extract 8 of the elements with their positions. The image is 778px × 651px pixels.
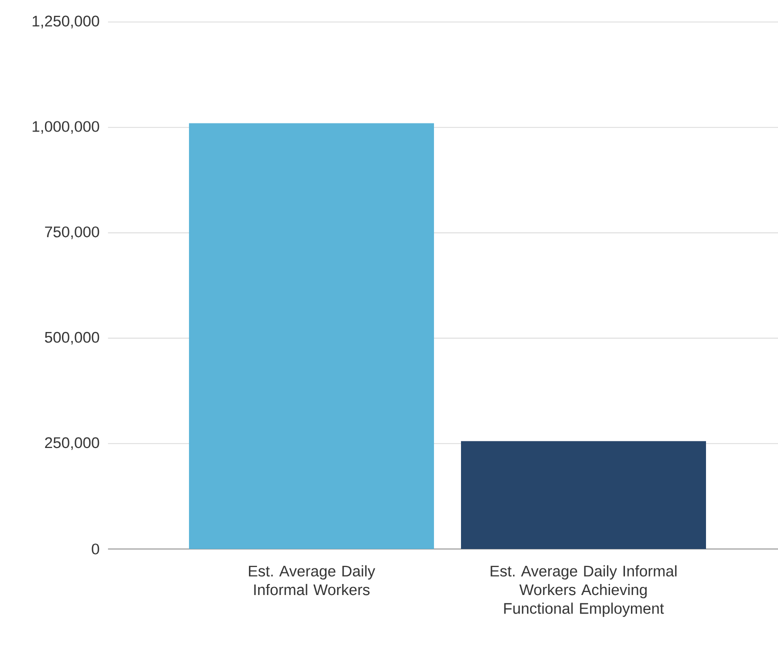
y-tick-label: 1,250,000	[32, 16, 100, 28]
y-tick-label: 250,000	[45, 437, 100, 450]
y-tick-label: 1,000,000	[32, 121, 100, 134]
x-tick-label: Est. Average Daily Informal Workers	[248, 565, 376, 596]
y-tick-label: 500,000	[44, 332, 100, 345]
y-tick-label: 750,000	[45, 226, 100, 240]
x-tick-label: Est. Average Daily Informal Workers Achieving Functional Employment	[490, 565, 676, 617]
y-tick-label: 0	[92, 544, 100, 554]
